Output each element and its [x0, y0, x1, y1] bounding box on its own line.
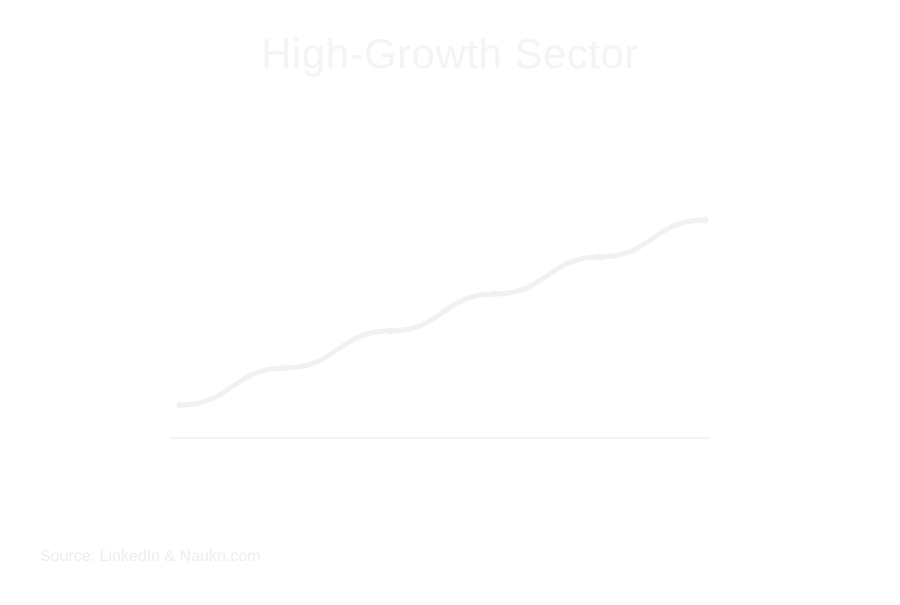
- series-line: [177, 217, 708, 408]
- data-point: [281, 364, 289, 372]
- data-point: [596, 253, 604, 261]
- data-point: [386, 327, 394, 335]
- data-point: [491, 290, 499, 298]
- data-point: [701, 216, 709, 224]
- page-title: High-Growth Sector: [261, 30, 639, 77]
- source-note: Source: LinkedIn & Naukri.com: [40, 548, 261, 565]
- data-point: [176, 401, 184, 409]
